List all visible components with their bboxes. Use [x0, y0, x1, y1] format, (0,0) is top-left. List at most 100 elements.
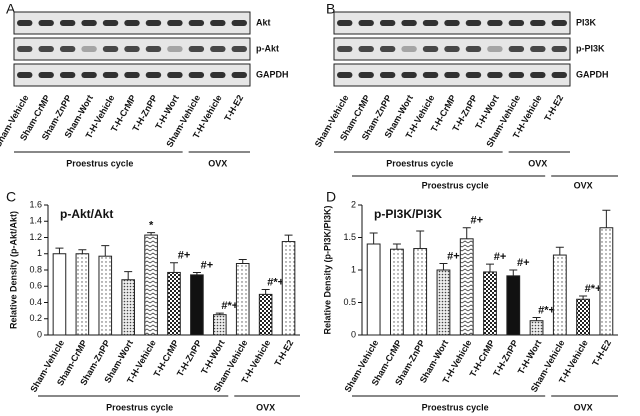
error-bar: [284, 234, 293, 242]
bar: [436, 269, 451, 336]
blot-label: GAPDH: [576, 69, 609, 79]
blot-band: [81, 20, 97, 26]
error-bar: [101, 245, 110, 257]
blot-label: GAPDH: [256, 69, 289, 79]
x-tick-label: T-H-E2: [590, 338, 613, 368]
panel-letter: B: [326, 1, 335, 17]
blot-band: [38, 46, 54, 52]
group-label: OVX: [528, 158, 547, 168]
annotation: *: [149, 220, 154, 232]
y-tick-label: 0.4: [29, 297, 42, 307]
group-label: OVX: [208, 158, 227, 168]
blot-band: [487, 46, 503, 52]
error-bar: [555, 246, 564, 256]
annotation: #*+: [267, 276, 284, 288]
blot-band: [188, 20, 205, 26]
blot-label: p-PI3K: [576, 43, 605, 53]
bar: [190, 274, 204, 336]
blot-band: [465, 72, 482, 78]
blot-band: [422, 20, 439, 26]
blot-band: [231, 72, 247, 78]
blot-band: [210, 20, 226, 26]
error-bar: [192, 271, 201, 275]
group-label: Proestrus cycle: [386, 158, 453, 168]
blot-band: [358, 20, 374, 26]
blot-band: [551, 46, 567, 52]
error-bar: [532, 316, 541, 321]
blot-band: [401, 46, 417, 52]
bar: [52, 253, 67, 336]
blot-band: [102, 20, 119, 26]
blot-band: [487, 72, 503, 78]
blot-band: [508, 72, 525, 78]
blot-band: [422, 72, 439, 78]
y-tick-label: 0.8: [29, 264, 42, 274]
bar: [258, 293, 273, 336]
blot-band: [337, 46, 353, 52]
blot-band: [59, 46, 76, 52]
chart-title: p-Akt/Akt: [60, 207, 113, 221]
error-bar: [124, 271, 133, 280]
y-axis-label: Relative Density (p-Akt/Akt): [8, 211, 18, 329]
blot-band: [59, 20, 76, 26]
blot-band: [102, 72, 119, 78]
blot-label: Akt: [256, 17, 271, 27]
bar: [390, 248, 404, 336]
bar: [459, 238, 474, 336]
y-tick-label: 1: [37, 248, 42, 258]
error-bar: [509, 269, 518, 276]
blot-band: [379, 20, 396, 26]
error-bar: [261, 289, 270, 295]
blot-band: [444, 46, 460, 52]
lane-label: T-H-E2: [222, 93, 245, 123]
error-bar: [486, 263, 494, 272]
bar: [167, 271, 181, 336]
error-bar: [170, 262, 178, 273]
error-bar: [78, 249, 87, 254]
blot-band: [487, 20, 503, 26]
blot-band: [231, 20, 247, 26]
blot-band: [38, 72, 54, 78]
bar: [366, 243, 381, 336]
blot-band: [17, 72, 33, 78]
y-tick-label: 0: [37, 329, 42, 339]
blot-band: [401, 20, 417, 26]
error-bar: [369, 232, 378, 244]
bar: [235, 263, 250, 336]
lane-label: T-H-E2: [542, 93, 565, 123]
blot-band: [210, 46, 226, 52]
bar: [599, 227, 614, 336]
blot-band: [444, 20, 460, 26]
blot-band: [379, 46, 396, 52]
bar: [576, 298, 590, 336]
y-tick-label: 2: [351, 199, 356, 209]
annotation: #+: [178, 250, 191, 262]
blot-band: [59, 72, 76, 78]
blot-band: [167, 72, 183, 78]
bar: [506, 275, 521, 336]
error-bar: [238, 258, 247, 264]
bar: [413, 248, 428, 336]
blot-band: [422, 46, 439, 52]
blot-band: [337, 72, 353, 78]
bar: [121, 279, 135, 336]
group-label: OVX: [574, 402, 593, 412]
blot-band: [81, 46, 97, 52]
y-tick-label: 0.6: [29, 281, 42, 291]
error-bar: [462, 227, 471, 239]
blot-band: [145, 20, 162, 26]
y-tick-label: 1.6: [29, 199, 42, 209]
blot-band: [508, 20, 525, 26]
blot-band: [444, 72, 460, 78]
blot-band: [167, 46, 183, 52]
annotation: #*+: [538, 304, 555, 316]
y-tick-label: 1: [351, 264, 356, 274]
blot-band: [17, 46, 33, 52]
blot-band: [551, 72, 567, 78]
annotation: #+: [201, 259, 214, 271]
blot-band: [465, 46, 482, 52]
y-tick-label: 0: [351, 329, 356, 339]
panel-letter: D: [326, 189, 336, 205]
blot-band: [508, 46, 525, 52]
